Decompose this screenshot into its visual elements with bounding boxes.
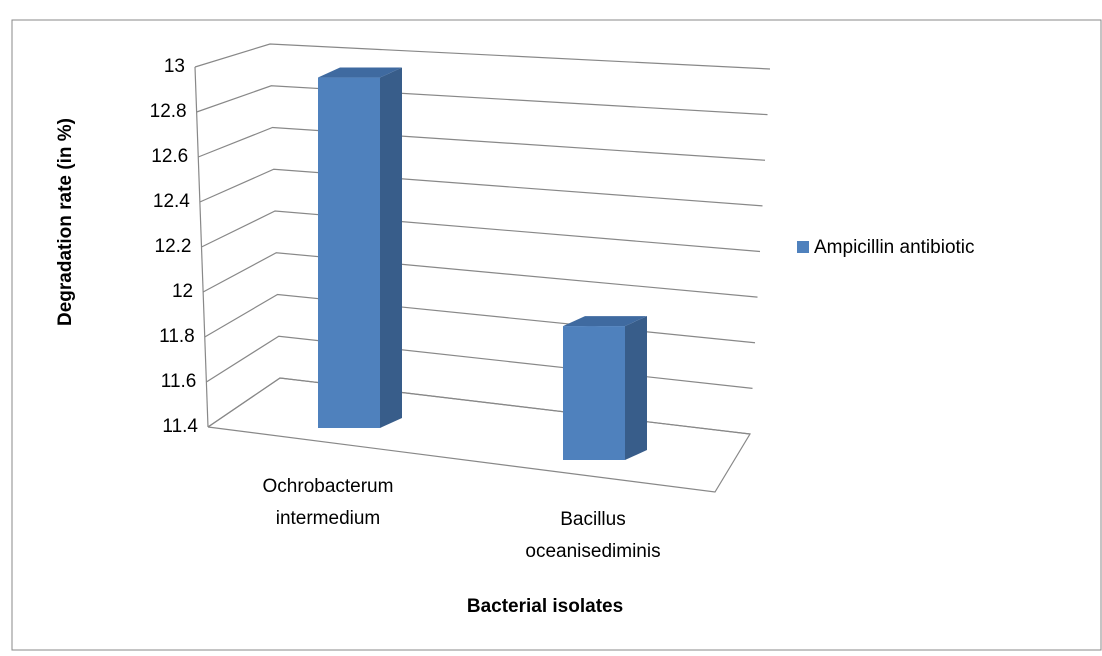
y-tick-label: 12.2 [155, 236, 192, 257]
y-tick-label: 12.6 [151, 146, 188, 167]
legend-label: Ampicillin antibiotic [814, 237, 975, 258]
x-tick-label: Bacillus oceanisediminis [525, 509, 660, 562]
y-tick-label: 13 [164, 56, 185, 77]
y-tick-label: 12.8 [150, 101, 187, 122]
x-tick-label: Ochrobacterum intermedium [263, 476, 394, 529]
bar-side [380, 67, 402, 428]
x-tick-label-line: oceanisediminis [525, 541, 660, 562]
x-axis-title: Bacterial isolates [467, 596, 623, 617]
grid-line [199, 168, 763, 207]
y-axis-title: Degradation rate (in %) [55, 118, 76, 326]
grid-line [202, 252, 758, 298]
x-tick-label-line: intermedium [276, 508, 381, 529]
grid-line [196, 85, 768, 116]
grid-line [194, 43, 771, 70]
grid-line [198, 126, 766, 161]
x-tick-label-line: Ochrobacterum [263, 476, 394, 497]
bar [318, 77, 380, 428]
grid-line [201, 210, 761, 253]
y-tick-label: 11.8 [159, 326, 195, 347]
bar [563, 326, 625, 460]
y-tick-label: 12 [172, 281, 193, 302]
y-tick-label: 12.4 [153, 191, 190, 212]
bar-top [318, 67, 402, 78]
bar-side [625, 316, 647, 460]
x-tick-label-line: Bacillus [560, 509, 625, 530]
y-axis [194, 66, 209, 428]
y-tick-label: 11.4 [162, 416, 198, 437]
legend-swatch [797, 241, 809, 253]
bar-top [563, 316, 647, 327]
y-tick-label: 11.6 [161, 371, 197, 392]
chart-frame [11, 19, 1102, 651]
